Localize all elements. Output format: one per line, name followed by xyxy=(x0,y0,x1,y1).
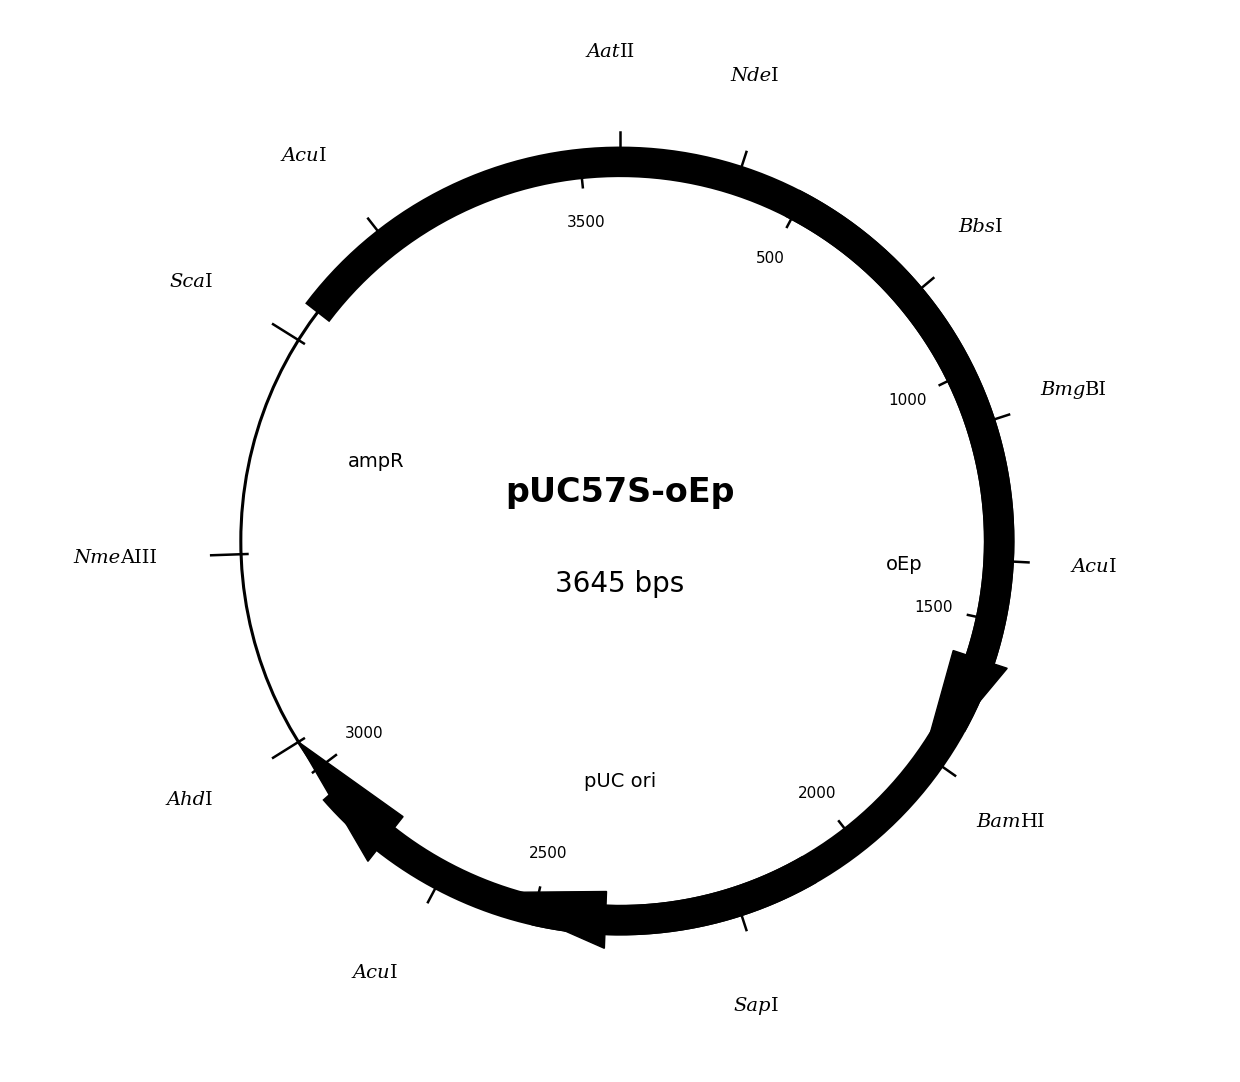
Text: HI: HI xyxy=(1021,813,1045,831)
Text: 2500: 2500 xyxy=(528,846,567,860)
Text: Acu: Acu xyxy=(281,146,319,164)
Text: oEp: oEp xyxy=(887,555,923,573)
Polygon shape xyxy=(299,742,403,861)
Text: Sca: Sca xyxy=(170,273,205,291)
Text: I: I xyxy=(994,217,1002,236)
Text: I: I xyxy=(205,791,213,809)
Text: Bmg: Bmg xyxy=(1040,381,1085,399)
Text: 1500: 1500 xyxy=(914,601,952,616)
Text: I: I xyxy=(1109,557,1116,576)
Text: pUC ori: pUC ori xyxy=(584,771,656,791)
Text: I: I xyxy=(391,964,398,982)
Text: Sap: Sap xyxy=(734,998,771,1015)
Text: I: I xyxy=(771,998,779,1015)
Text: Acu: Acu xyxy=(353,964,391,982)
Text: BI: BI xyxy=(1085,381,1107,399)
Text: Nme: Nme xyxy=(73,550,120,567)
Text: Aat: Aat xyxy=(587,43,620,61)
Text: AIII: AIII xyxy=(120,550,157,567)
Text: Bam: Bam xyxy=(976,813,1021,831)
Text: 2000: 2000 xyxy=(799,786,837,801)
Text: Nde: Nde xyxy=(730,67,771,84)
Text: II: II xyxy=(620,43,635,61)
Polygon shape xyxy=(919,650,1007,775)
Text: I: I xyxy=(319,146,326,164)
Text: Acu: Acu xyxy=(1071,557,1109,576)
Text: 3500: 3500 xyxy=(567,215,606,229)
Text: 1000: 1000 xyxy=(889,393,928,408)
Text: pUC57S-oEp: pUC57S-oEp xyxy=(505,476,735,510)
Text: 3645 bps: 3645 bps xyxy=(556,570,684,597)
Text: 500: 500 xyxy=(756,251,785,265)
Text: I: I xyxy=(205,273,213,291)
Text: 3000: 3000 xyxy=(345,726,383,741)
Text: Bbs: Bbs xyxy=(957,217,994,236)
Text: ampR: ampR xyxy=(348,452,404,472)
Text: I: I xyxy=(771,67,779,84)
Polygon shape xyxy=(477,892,606,948)
Text: Ahd: Ahd xyxy=(166,791,205,809)
